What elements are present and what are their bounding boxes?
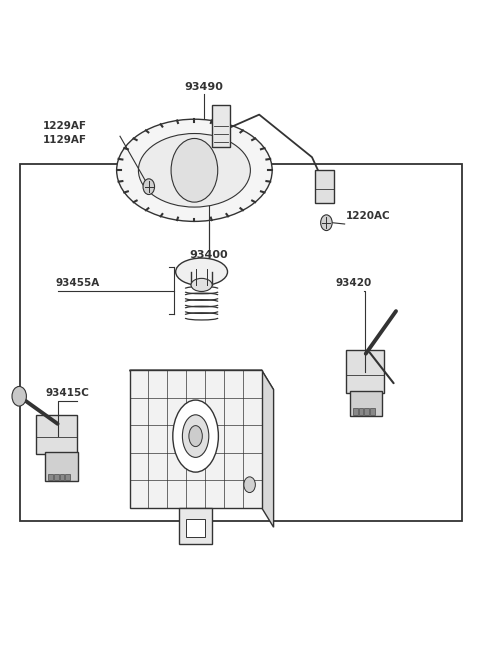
- Text: 93455A: 93455A: [55, 278, 99, 288]
- Bar: [186, 519, 204, 537]
- Text: 1220AC: 1220AC: [346, 212, 390, 221]
- Bar: [212, 105, 230, 147]
- Bar: [48, 474, 53, 480]
- Bar: [65, 474, 70, 480]
- Ellipse shape: [117, 119, 272, 221]
- Circle shape: [143, 179, 155, 195]
- Text: 93420: 93420: [335, 278, 372, 288]
- Ellipse shape: [182, 415, 209, 457]
- Circle shape: [171, 138, 218, 202]
- Text: 1229AF: 1229AF: [43, 121, 87, 131]
- Text: 1129AF: 1129AF: [43, 136, 87, 145]
- Bar: [60, 474, 64, 480]
- Ellipse shape: [138, 134, 251, 207]
- Polygon shape: [262, 370, 274, 527]
- Polygon shape: [130, 370, 274, 390]
- Circle shape: [244, 477, 255, 493]
- Text: 93490: 93490: [185, 82, 223, 92]
- Bar: [54, 474, 59, 480]
- Text: 93400: 93400: [190, 250, 228, 260]
- Text: 93415C: 93415C: [46, 388, 89, 398]
- Bar: [36, 415, 77, 454]
- Bar: [370, 408, 375, 415]
- Ellipse shape: [173, 400, 218, 472]
- Bar: [180, 508, 212, 544]
- Bar: [359, 408, 363, 415]
- Bar: [353, 408, 358, 415]
- Bar: [364, 408, 369, 415]
- Bar: [350, 391, 382, 416]
- Circle shape: [321, 215, 332, 231]
- Bar: [315, 170, 334, 203]
- Ellipse shape: [191, 278, 212, 291]
- Bar: [346, 350, 384, 393]
- Ellipse shape: [189, 426, 203, 447]
- Circle shape: [12, 386, 26, 406]
- Bar: [20, 164, 462, 521]
- Bar: [130, 370, 262, 508]
- Bar: [45, 452, 78, 481]
- Ellipse shape: [176, 258, 228, 286]
